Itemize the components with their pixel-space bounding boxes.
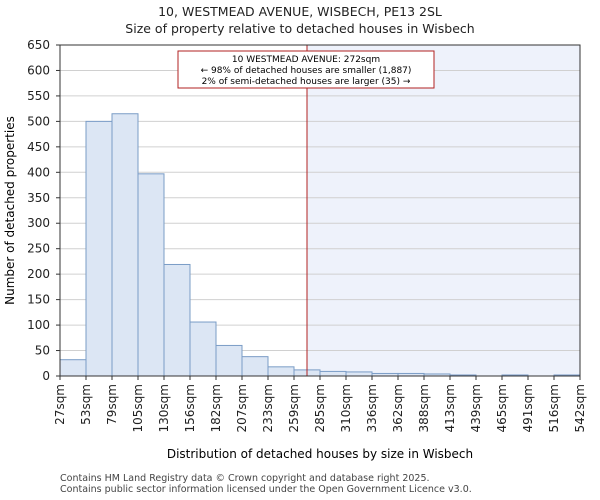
x-tick-label: 336sqm [365, 384, 379, 432]
annotation-line-2: ← 98% of detached houses are smaller (1,… [201, 66, 412, 76]
annotation-line-3: 2% of semi-detached houses are larger (3… [202, 77, 411, 87]
x-tick-label: 233sqm [261, 384, 275, 432]
bar [241, 356, 269, 377]
bar [137, 173, 165, 377]
bar [345, 371, 373, 377]
y-tick-label: 450 [27, 140, 50, 154]
bar [267, 366, 295, 377]
y-tick-label: 0 [42, 369, 50, 383]
y-tick-label: 650 [27, 38, 50, 52]
x-tick-label: 182sqm [209, 384, 223, 432]
y-tick-label: 300 [27, 216, 50, 230]
x-tick-label: 27sqm [53, 384, 67, 425]
x-tick-label: 105sqm [131, 384, 145, 432]
x-axis-label: Distribution of detached houses by size … [167, 447, 473, 461]
annotation-box [177, 50, 435, 89]
y-tick-label: 600 [27, 63, 50, 77]
x-tick-label: 388sqm [417, 384, 431, 432]
x-tick-label: 413sqm [443, 384, 457, 432]
bar [189, 321, 217, 377]
x-tick-label: 362sqm [391, 384, 405, 432]
chart-title: 10, WESTMEAD AVENUE, WISBECH, PE13 2SL [158, 4, 442, 19]
chart-subtitle: Size of property relative to detached ho… [125, 21, 475, 36]
chart-svg: 050100150200250300350400450500550600650 … [3, 38, 587, 461]
annotation-line-1: 10 WESTMEAD AVENUE: 272sqm [232, 55, 380, 65]
x-tick-label: 439sqm [469, 384, 483, 432]
larger-region-highlight [307, 45, 580, 376]
y-tick-label: 100 [27, 318, 50, 332]
y-tick-label: 250 [27, 242, 50, 256]
y-tick-label: 350 [27, 191, 50, 205]
y-axis-label: Number of detached properties [3, 116, 17, 305]
x-tick-label: 285sqm [313, 384, 327, 432]
x-tick-label: 465sqm [495, 384, 509, 432]
x-tick-label: 310sqm [339, 384, 353, 432]
bar [59, 359, 87, 377]
y-tick-label: 550 [27, 89, 50, 103]
footer-line-1: Contains HM Land Registry data © Crown c… [60, 473, 430, 484]
x-tick-label: 516sqm [547, 384, 561, 432]
y-tick-label: 400 [27, 165, 50, 179]
y-tick-label: 150 [27, 293, 50, 307]
x-tick-label: 207sqm [235, 384, 249, 432]
x-tick-label: 156sqm [183, 384, 197, 432]
plot-frame [59, 44, 581, 377]
x-tick-label: 491sqm [521, 384, 535, 432]
bar [111, 113, 139, 377]
footer-line-2: Contains public sector information licen… [60, 484, 472, 495]
y-tick-label: 50 [35, 344, 50, 358]
x-tick-label: 79sqm [105, 384, 119, 425]
y-tick-label: 200 [27, 267, 50, 281]
bar [215, 344, 243, 377]
x-tick-label: 259sqm [287, 384, 301, 432]
y-tick-label: 500 [27, 114, 50, 128]
x-tick-label: 130sqm [157, 384, 171, 432]
x-tick-label: 542sqm [573, 384, 587, 432]
x-tick-label: 53sqm [79, 384, 93, 425]
bar [163, 263, 191, 377]
bar [85, 120, 113, 377]
bar [319, 370, 347, 377]
